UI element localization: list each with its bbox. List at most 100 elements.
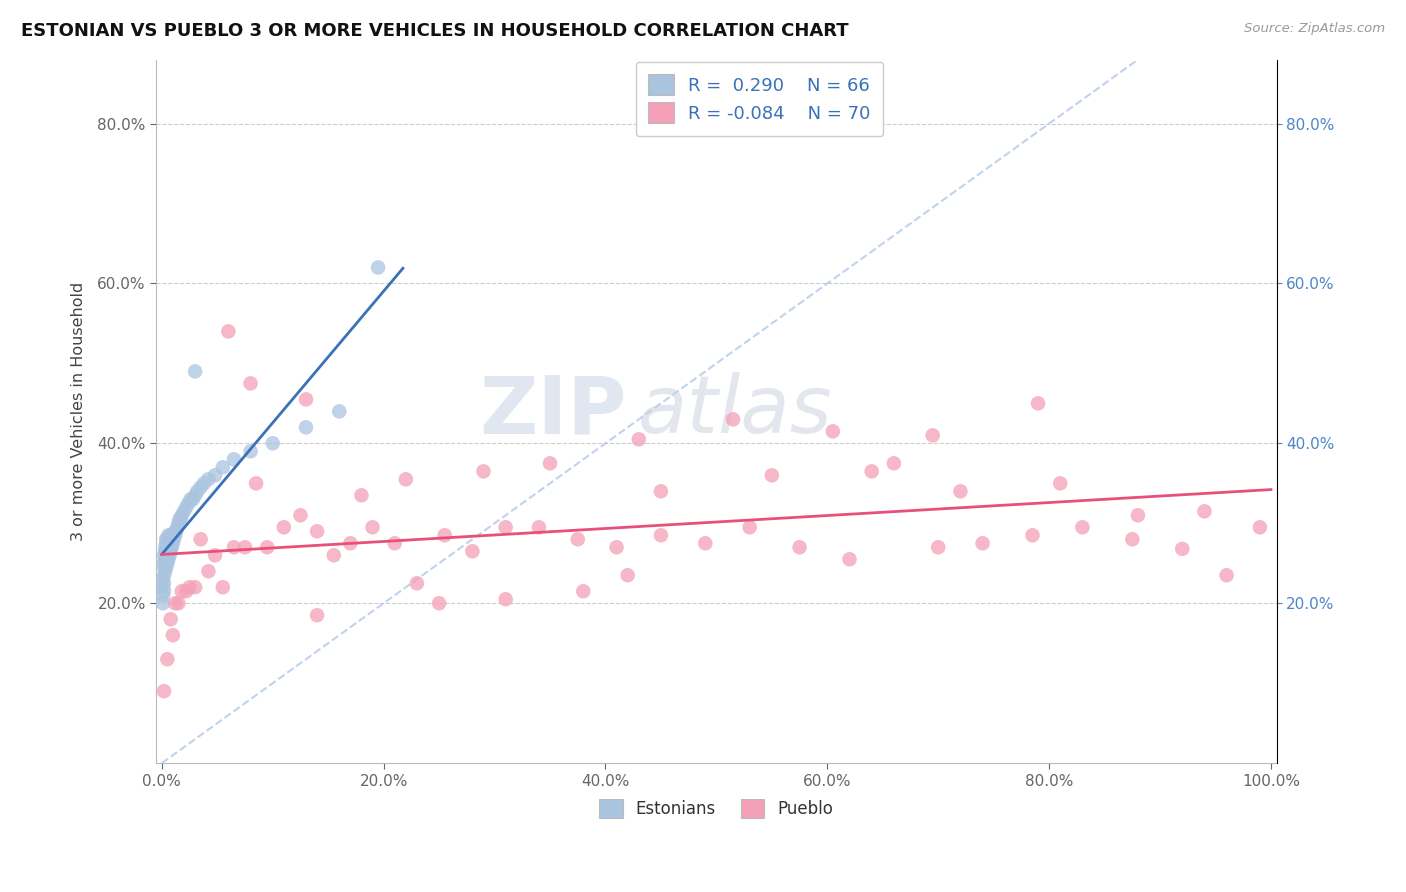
Point [322, 548, 344, 562]
Point [572, 584, 595, 599]
Point [433, 528, 456, 542]
Point [821, 425, 844, 439]
Point [160, 541, 183, 555]
Point [155, 552, 177, 566]
Point [721, 412, 744, 426]
Point [160, 533, 183, 547]
Point [461, 544, 484, 558]
Point [427, 596, 450, 610]
Point [307, 608, 329, 623]
Point [157, 552, 180, 566]
Point [156, 541, 179, 555]
Point [262, 436, 284, 450]
Point [152, 572, 174, 586]
Point [367, 260, 389, 275]
Point [153, 544, 176, 558]
Point [167, 596, 190, 610]
Point [174, 500, 197, 515]
Point [173, 504, 195, 518]
Point [184, 364, 207, 378]
Point [153, 584, 176, 599]
Point [1121, 533, 1143, 547]
Point [179, 580, 201, 594]
Point [184, 580, 207, 594]
Point [1215, 568, 1237, 582]
Point [155, 536, 177, 550]
Point [1021, 528, 1043, 542]
Point [761, 468, 783, 483]
Text: ESTONIAN VS PUEBLO 3 OR MORE VEHICLES IN HOUSEHOLD CORRELATION CHART: ESTONIAN VS PUEBLO 3 OR MORE VEHICLES IN… [21, 22, 849, 40]
Point [273, 520, 295, 534]
Point [616, 568, 638, 582]
Point [155, 560, 177, 574]
Point [222, 452, 245, 467]
Point [211, 580, 233, 594]
Point [495, 592, 517, 607]
Point [972, 536, 994, 550]
Point [1026, 396, 1049, 410]
Point [1071, 520, 1094, 534]
Point [527, 520, 550, 534]
Point [1194, 504, 1216, 518]
Point [239, 444, 262, 458]
Point [165, 596, 187, 610]
Point [789, 541, 811, 555]
Point [738, 520, 761, 534]
Point [1249, 520, 1271, 534]
Point [384, 536, 406, 550]
Point [233, 541, 256, 555]
Point [162, 628, 184, 642]
Point [153, 684, 176, 698]
Point [153, 552, 176, 566]
Point [1171, 541, 1194, 556]
Point [606, 541, 628, 555]
Point [472, 464, 495, 478]
Point [159, 548, 181, 562]
Point [159, 536, 181, 550]
Point [152, 596, 174, 610]
Point [169, 512, 191, 526]
Point [155, 544, 177, 558]
Point [361, 520, 384, 534]
Point [921, 428, 943, 442]
Point [159, 528, 181, 542]
Point [153, 556, 176, 570]
Text: ZIP: ZIP [479, 372, 627, 450]
Point [153, 541, 176, 555]
Point [153, 548, 176, 562]
Point [181, 492, 204, 507]
Point [190, 480, 212, 494]
Point [167, 516, 190, 531]
Point [350, 488, 373, 502]
Point [211, 460, 233, 475]
Point [163, 533, 186, 547]
Point [222, 541, 245, 555]
Point [157, 528, 180, 542]
Point [193, 476, 215, 491]
Point [190, 533, 212, 547]
Point [406, 576, 429, 591]
Point [204, 548, 226, 562]
Point [650, 528, 672, 542]
Point [567, 533, 589, 547]
Point [156, 652, 179, 666]
Point [159, 612, 181, 626]
Point [159, 533, 181, 547]
Point [695, 536, 717, 550]
Point [157, 544, 180, 558]
Point [165, 524, 187, 539]
Point [159, 544, 181, 558]
Point [307, 524, 329, 539]
Point [204, 468, 226, 483]
Point [949, 484, 972, 499]
Point [174, 584, 197, 599]
Point [152, 588, 174, 602]
Point [290, 508, 312, 523]
Point [180, 492, 202, 507]
Point [838, 552, 860, 566]
Point [328, 404, 350, 418]
Text: Source: ZipAtlas.com: Source: ZipAtlas.com [1244, 22, 1385, 36]
Point [495, 520, 517, 534]
Point [197, 472, 219, 486]
Point [170, 508, 193, 523]
